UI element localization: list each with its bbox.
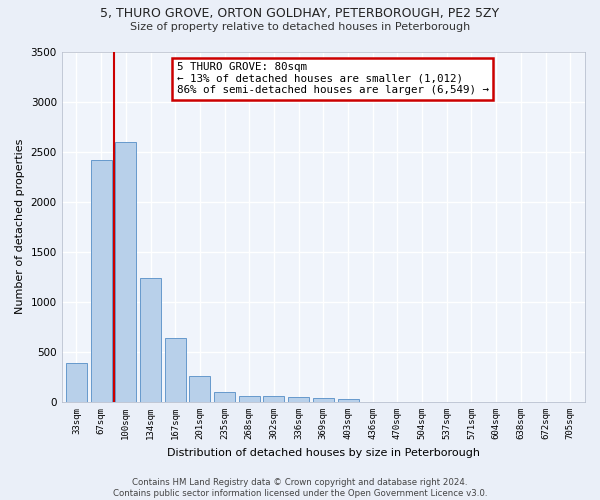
- Bar: [214, 392, 235, 402]
- Bar: [91, 160, 112, 402]
- Bar: [338, 399, 359, 402]
- Text: 5 THURO GROVE: 80sqm
← 13% of detached houses are smaller (1,012)
86% of semi-de: 5 THURO GROVE: 80sqm ← 13% of detached h…: [177, 62, 489, 95]
- Bar: [140, 278, 161, 402]
- Bar: [115, 142, 136, 402]
- Bar: [263, 396, 284, 402]
- Bar: [313, 398, 334, 402]
- Text: 5, THURO GROVE, ORTON GOLDHAY, PETERBOROUGH, PE2 5ZY: 5, THURO GROVE, ORTON GOLDHAY, PETERBORO…: [100, 8, 500, 20]
- Bar: [190, 376, 211, 402]
- Bar: [66, 363, 87, 402]
- Text: Contains HM Land Registry data © Crown copyright and database right 2024.
Contai: Contains HM Land Registry data © Crown c…: [113, 478, 487, 498]
- Text: Size of property relative to detached houses in Peterborough: Size of property relative to detached ho…: [130, 22, 470, 32]
- Y-axis label: Number of detached properties: Number of detached properties: [15, 139, 25, 314]
- X-axis label: Distribution of detached houses by size in Peterborough: Distribution of detached houses by size …: [167, 448, 480, 458]
- Bar: [165, 338, 186, 402]
- Bar: [288, 396, 309, 402]
- Bar: [239, 396, 260, 402]
